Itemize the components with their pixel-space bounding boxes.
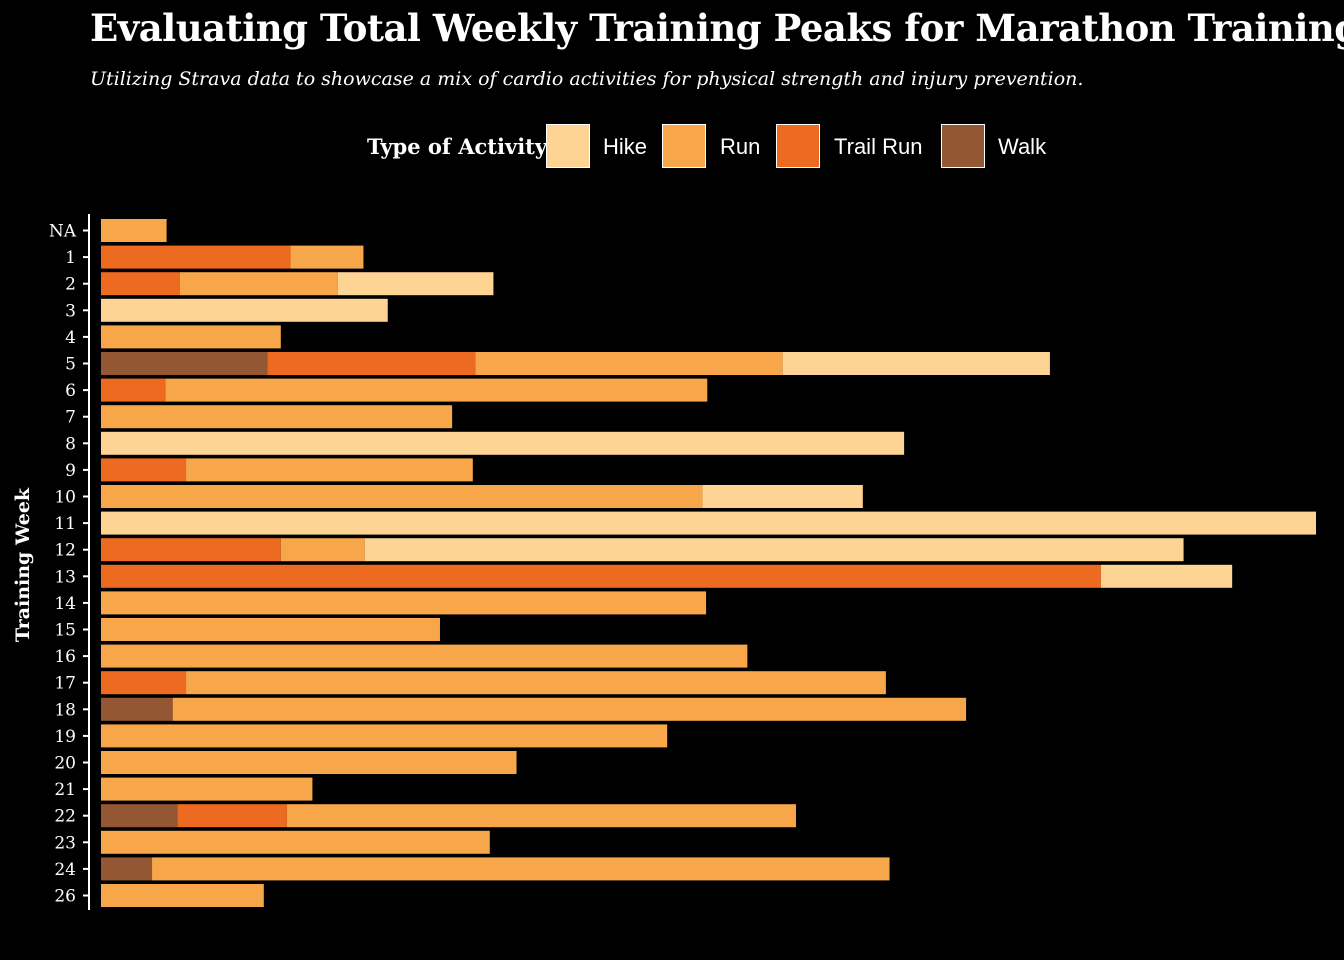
y-tick-label-14: 14 — [54, 594, 76, 614]
y-tick-label-15: 15 — [54, 621, 76, 641]
bar-week-6-trail-run — [101, 378, 166, 402]
y-tick-label-na: NA — [49, 222, 77, 242]
bar-week-5-run — [475, 352, 783, 375]
bar-week-16-run — [101, 644, 748, 668]
bar-week-5-walk — [101, 352, 268, 375]
legend-key-hike — [546, 124, 590, 168]
legend-key-run — [662, 124, 706, 168]
bar-week-23-run — [101, 830, 490, 854]
legend-title: Type of Activity — [367, 134, 548, 159]
bar-week-24-walk — [101, 857, 153, 881]
bar-week-13-hike — [1100, 564, 1233, 588]
bar-week-12-trail-run — [101, 538, 281, 562]
bar-week-5-trail-run — [267, 352, 476, 375]
bar-week-8-hike — [101, 431, 905, 455]
legend-label-hike: Hike — [603, 134, 648, 159]
bar-week-10-hike — [702, 485, 863, 508]
bar-week-12-run — [280, 538, 365, 562]
y-tick-label-22: 22 — [54, 807, 76, 827]
bar-week-2-run — [179, 272, 338, 296]
y-tick-label-6: 6 — [65, 381, 76, 401]
bar-week-3-hike — [101, 298, 388, 322]
y-tick-label-7: 7 — [65, 408, 76, 428]
y-tick-label-10: 10 — [54, 488, 76, 508]
bar-week-10-run — [101, 485, 703, 508]
bar-week-26-run — [101, 884, 264, 907]
bar-week-20-run — [101, 751, 517, 774]
y-tick-label-24: 24 — [54, 860, 76, 880]
bar-week-17-run — [186, 671, 886, 695]
y-tick-label-5: 5 — [65, 355, 76, 375]
y-tick-label-9: 9 — [65, 461, 76, 481]
y-tick-label-2: 2 — [65, 275, 76, 295]
bar-week-7-run — [101, 405, 453, 429]
legend: Type of Activity Hike Run Trail Run Walk — [0, 124, 1344, 172]
bar-week-13-trail-run — [101, 564, 1101, 588]
y-tick-label-21: 21 — [54, 780, 76, 800]
chart-title: Evaluating Total Weekly Training Peaks f… — [90, 6, 1344, 50]
bar-week-11-hike — [101, 511, 1316, 535]
bar-week-9-run — [186, 458, 473, 482]
bar-week-18-run — [172, 697, 967, 721]
y-tick-label-23: 23 — [54, 833, 76, 853]
legend-key-walk — [941, 124, 985, 168]
bar-week-14-run — [101, 591, 707, 615]
y-tick-label-3: 3 — [65, 301, 76, 321]
y-tick-label-11: 11 — [54, 514, 76, 534]
bar-week-19-run — [101, 724, 668, 748]
y-tick-label-18: 18 — [54, 700, 76, 720]
bar-week-22-walk — [101, 804, 178, 828]
bar-week-2-hike — [337, 272, 494, 296]
bar-week-15-run — [101, 618, 440, 641]
legend-key-trail-run — [776, 124, 820, 168]
bar-week-17-trail-run — [101, 671, 187, 695]
y-tick-label-1: 1 — [65, 248, 76, 268]
chart-subtitle: Utilizing Strava data to showcase a mix … — [90, 68, 1084, 90]
y-tick-label-8: 8 — [65, 434, 76, 454]
y-tick-label-12: 12 — [54, 541, 76, 561]
bar-week-22-trail-run — [177, 804, 287, 828]
y-tick-label-4: 4 — [65, 328, 76, 348]
y-tick-label-17: 17 — [54, 674, 76, 694]
y-tick-label-13: 13 — [54, 567, 76, 587]
legend-label-walk: Walk — [998, 134, 1047, 159]
bar-week-24-run — [152, 857, 890, 881]
bar-week-18-walk — [101, 697, 173, 721]
bar-week-21-run — [101, 777, 313, 801]
bar-week-9-trail-run — [101, 458, 187, 482]
bar-week-6-run — [165, 378, 708, 402]
bar-week-2-trail-run — [101, 272, 180, 296]
legend-label-run: Run — [720, 134, 761, 159]
bar-week-1-trail-run — [101, 245, 291, 269]
legend-label-trail-run: Trail Run — [834, 134, 923, 159]
y-tick-label-20: 20 — [54, 754, 76, 774]
bar-week-22-run — [286, 804, 796, 828]
y-tick-label-26: 26 — [54, 887, 76, 907]
bar-week-1-run — [290, 245, 364, 269]
bar-week-5-hike — [782, 352, 1050, 375]
bar-week-4-run — [101, 325, 281, 349]
bar-week-na-run — [101, 219, 167, 242]
y-tick-label-19: 19 — [54, 727, 76, 747]
y-tick-label-16: 16 — [54, 647, 76, 667]
bar-week-12-hike — [364, 538, 1184, 562]
